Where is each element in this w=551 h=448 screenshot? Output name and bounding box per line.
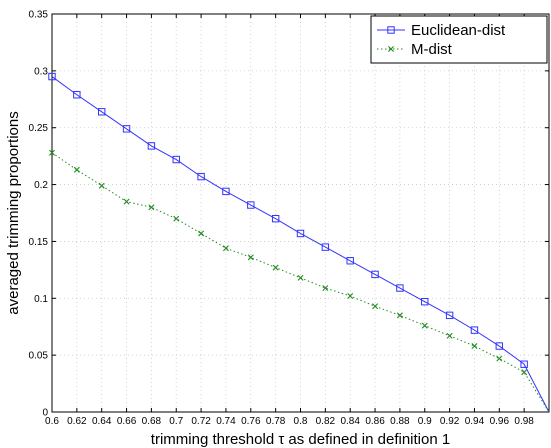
- data-point: [495, 342, 504, 350]
- data-point: [322, 285, 329, 292]
- y-tick-label: 0.35: [29, 10, 49, 21]
- y-tick-label: 0.2: [34, 180, 48, 191]
- legend: Euclidean-dist M-dist: [370, 15, 548, 64]
- data-point: [73, 166, 80, 173]
- data-point: [173, 215, 180, 222]
- data-point: [73, 91, 81, 99]
- data-point: [446, 332, 453, 339]
- data-point: [396, 312, 403, 319]
- data-point: [147, 142, 156, 150]
- x-tick-label: 0.72: [191, 416, 211, 427]
- data-point: [521, 369, 528, 376]
- x-tick-label: 0.9: [418, 416, 432, 427]
- data-point: [388, 46, 394, 52]
- x-tick-label: 0.84: [340, 416, 360, 427]
- x-tick-label: 0.8: [294, 416, 308, 427]
- data-point: [445, 311, 454, 320]
- data-point: [148, 204, 155, 211]
- data-point: [49, 149, 55, 156]
- data-point: [222, 187, 230, 196]
- x-tick-label: 0.62: [67, 416, 87, 427]
- data-point: [346, 257, 354, 265]
- data-point: [271, 214, 280, 223]
- data-point: [198, 230, 205, 237]
- data-point: [396, 284, 404, 292]
- data-point: [321, 243, 330, 251]
- grid-lines: [52, 14, 549, 412]
- data-point: [247, 201, 255, 209]
- x-tick-label: 0.94: [465, 416, 485, 427]
- data-point: [272, 264, 279, 271]
- x-tick-label: 0.98: [514, 416, 534, 427]
- data-point: [123, 198, 130, 205]
- y-tick-label: 0.1: [34, 294, 48, 305]
- data-point: [421, 297, 429, 306]
- x-tick-label: 0.6: [45, 416, 59, 427]
- data-point: [421, 322, 428, 329]
- y-tick-label: 0.15: [29, 237, 49, 248]
- data-point: [470, 326, 479, 334]
- data-point: [347, 293, 354, 299]
- x-tick-label: 0.78: [266, 416, 286, 427]
- data-point: [197, 172, 205, 181]
- series-line: [51, 76, 550, 413]
- x-tick-label: 0.66: [117, 416, 137, 427]
- y-tick-label: 0: [42, 408, 48, 419]
- data-point: [520, 360, 528, 368]
- y-tick-label: 0.25: [29, 123, 49, 134]
- legend-item: Euclidean-dist: [377, 22, 506, 39]
- x-axis: 0.6 0.62 0.64 0.66 0.68 0.7 0.72 0.74 0.76 0.78 0.…: [45, 14, 534, 427]
- legend-item: M-dist: [377, 41, 453, 58]
- x-axis-title: trimming threshold τ as defined in defin…: [151, 431, 450, 448]
- series-m-dist: [49, 149, 550, 413]
- data-point: [98, 182, 105, 189]
- data-point: [122, 125, 131, 133]
- data-point: [48, 72, 56, 81]
- y-axis: 0 0.05 0.1 0.15 0.2 0.25 0.3 0.35: [29, 10, 549, 419]
- x-tick-label: 0.64: [92, 416, 112, 427]
- x-tick-label: 0.7: [169, 416, 183, 427]
- data-point: [172, 155, 180, 164]
- data-point: [247, 254, 254, 261]
- data-point: [297, 274, 304, 281]
- legend-box: [370, 15, 548, 64]
- x-tick-label: 0.76: [241, 416, 261, 427]
- y-axis-title: averaged trimming proportions: [5, 111, 22, 314]
- x-tick-label: 0.68: [142, 416, 162, 427]
- x-tick-label: 0.74: [216, 416, 236, 427]
- y-tick-label: 0.3: [34, 66, 48, 77]
- legend-label: M-dist: [411, 41, 453, 58]
- x-tick-label: 0.82: [316, 416, 336, 427]
- series-euclidean-dist: [48, 72, 550, 413]
- x-tick-label: 0.92: [440, 416, 460, 427]
- x-tick-label: 0.96: [490, 416, 510, 427]
- x-tick-label: 0.86: [365, 416, 385, 427]
- y-tick-label: 0.05: [29, 351, 49, 362]
- legend-label: Euclidean-dist: [411, 22, 506, 39]
- series-layer: [48, 72, 550, 413]
- data-point: [372, 303, 379, 310]
- data-point: [496, 355, 503, 362]
- data-point: [98, 108, 106, 116]
- data-point: [471, 343, 478, 350]
- data-point: [371, 270, 379, 279]
- x-tick-label: 0.88: [390, 416, 410, 427]
- data-point: [222, 245, 229, 252]
- data-point: [387, 26, 395, 34]
- data-point: [296, 229, 305, 238]
